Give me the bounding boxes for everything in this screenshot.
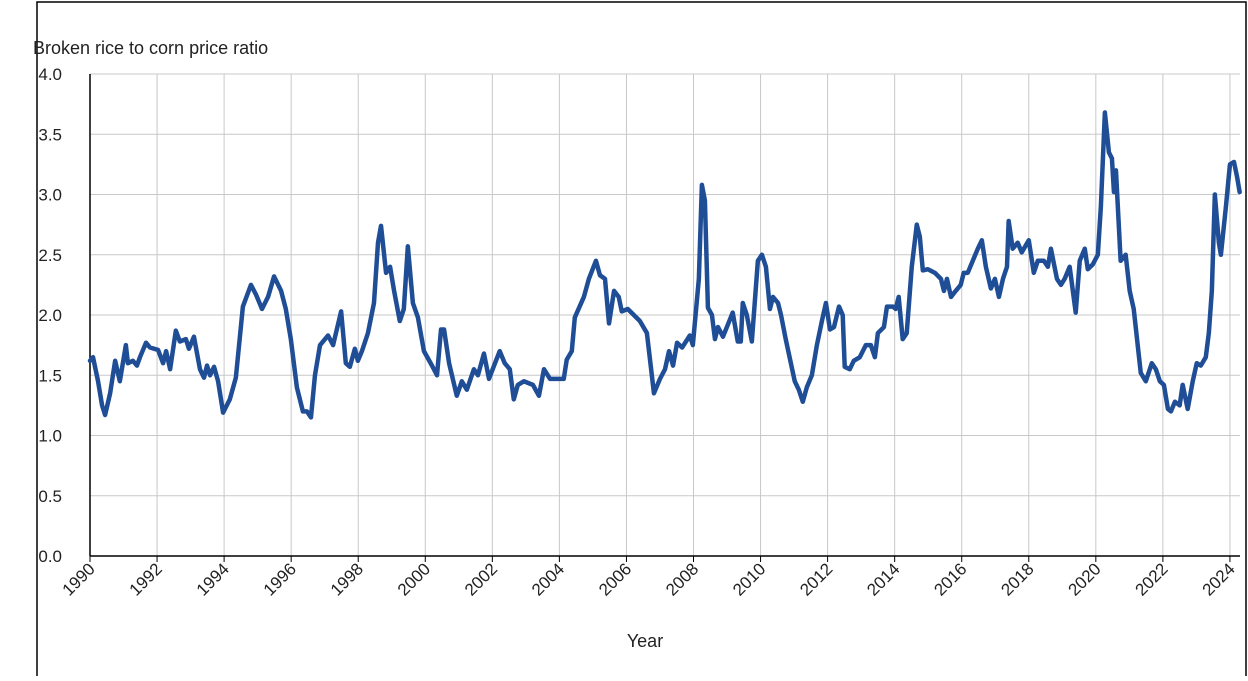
x-tick-label: 2016 xyxy=(930,559,970,599)
y-tick-label: 0.5 xyxy=(38,487,62,506)
x-tick-label: 2012 xyxy=(796,559,836,599)
x-tick-label: 1992 xyxy=(126,559,166,599)
x-tick-label: 2022 xyxy=(1132,559,1172,599)
x-tick-label: 2024 xyxy=(1199,559,1239,599)
x-tick-label: 2006 xyxy=(595,559,635,599)
x-tick-label: 1990 xyxy=(59,559,99,599)
y-tick-label: 1.5 xyxy=(38,366,62,385)
x-tick-label: 2002 xyxy=(461,559,501,599)
x-tick-label: 2008 xyxy=(662,559,702,599)
data-line xyxy=(87,110,1242,420)
y-tick-label: 4.0 xyxy=(38,65,62,84)
y-tick-label: 2.0 xyxy=(38,306,62,325)
y-tick-label: 3.5 xyxy=(38,125,62,144)
x-tick-label: 2000 xyxy=(394,559,434,599)
x-tick-label: 2010 xyxy=(729,559,769,599)
x-axis-label: Year xyxy=(627,631,663,651)
y-axis-label: Broken rice to corn price ratio xyxy=(33,38,268,58)
y-tick-label: 0.0 xyxy=(38,547,62,566)
x-tick-label: 2018 xyxy=(997,559,1037,599)
x-tick-label: 1998 xyxy=(327,559,367,599)
x-tick-label: 2020 xyxy=(1064,559,1104,599)
x-tick-label: 2004 xyxy=(528,559,568,599)
x-tick-label: 1996 xyxy=(260,559,300,599)
y-tick-label: 1.0 xyxy=(38,427,62,446)
x-tick-label: 1994 xyxy=(193,559,233,599)
y-tick-label: 3.0 xyxy=(38,186,62,205)
frame xyxy=(36,1,1247,676)
y-tick-label: 2.5 xyxy=(38,246,62,265)
x-tick-label: 2014 xyxy=(863,559,903,599)
